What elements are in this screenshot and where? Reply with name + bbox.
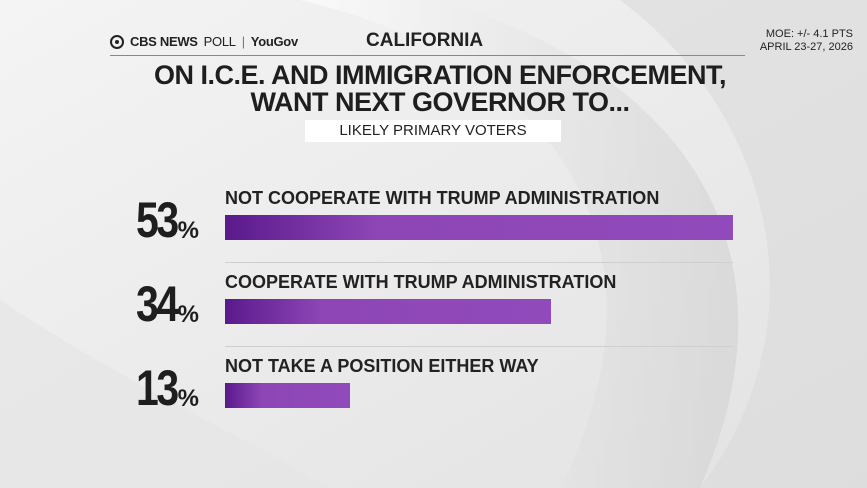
brand-separator: | (241, 34, 245, 49)
chart-title: ON I.C.E. AND IMMIGRATION ENFORCEMENT, W… (60, 62, 820, 116)
margin-of-error: MOE: +/- 4.1 PTS (765, 28, 853, 40)
chart-title-line-1: ON I.C.E. AND IMMIGRATION ENFORCEMENT, (154, 60, 727, 90)
row-divider (225, 346, 733, 347)
category-label: NOT COOPERATE WITH TRUMP ADMINISTRATION (225, 188, 660, 208)
percent-value: 34 (136, 276, 179, 332)
percent-value: 13 (136, 360, 179, 416)
brand-cbs: CBS NEWS (130, 34, 198, 49)
percent-sign: % (177, 301, 199, 328)
brand-poll: POLL (203, 34, 236, 49)
poll-dates: APRIL 23-27, 2026 (759, 41, 853, 53)
poll-meta: MOE: +/- 4.1 PTS APRIL 23-27, 2026 (760, 28, 853, 54)
bar (225, 215, 733, 240)
bar (225, 299, 551, 324)
percent-sign: % (177, 385, 199, 412)
header-divider (110, 55, 745, 56)
category-label: NOT TAKE A POSITION EITHER WAY (225, 356, 539, 376)
brand-partner: YouGov (250, 34, 298, 49)
category-label: COOPERATE WITH TRUMP ADMINISTRATION (225, 272, 617, 292)
row-divider (225, 262, 733, 263)
percent-value: 53 (136, 192, 179, 248)
region-title: CALIFORNIA (366, 30, 484, 51)
percent-label: 34% (136, 276, 220, 332)
percent-label: 53% (136, 192, 220, 248)
percent-label: 13% (136, 360, 220, 416)
chart-title-line-2: WANT NEXT GOVERNOR TO... (250, 87, 630, 117)
chart-subtitle: LIKELY PRIMARY VOTERS (305, 120, 561, 142)
bar (225, 383, 350, 408)
cbs-eye-logo-icon (110, 34, 124, 49)
brand-lockup: CBS NEWS POLL | YouGov (110, 34, 298, 49)
percent-sign: % (177, 217, 199, 244)
